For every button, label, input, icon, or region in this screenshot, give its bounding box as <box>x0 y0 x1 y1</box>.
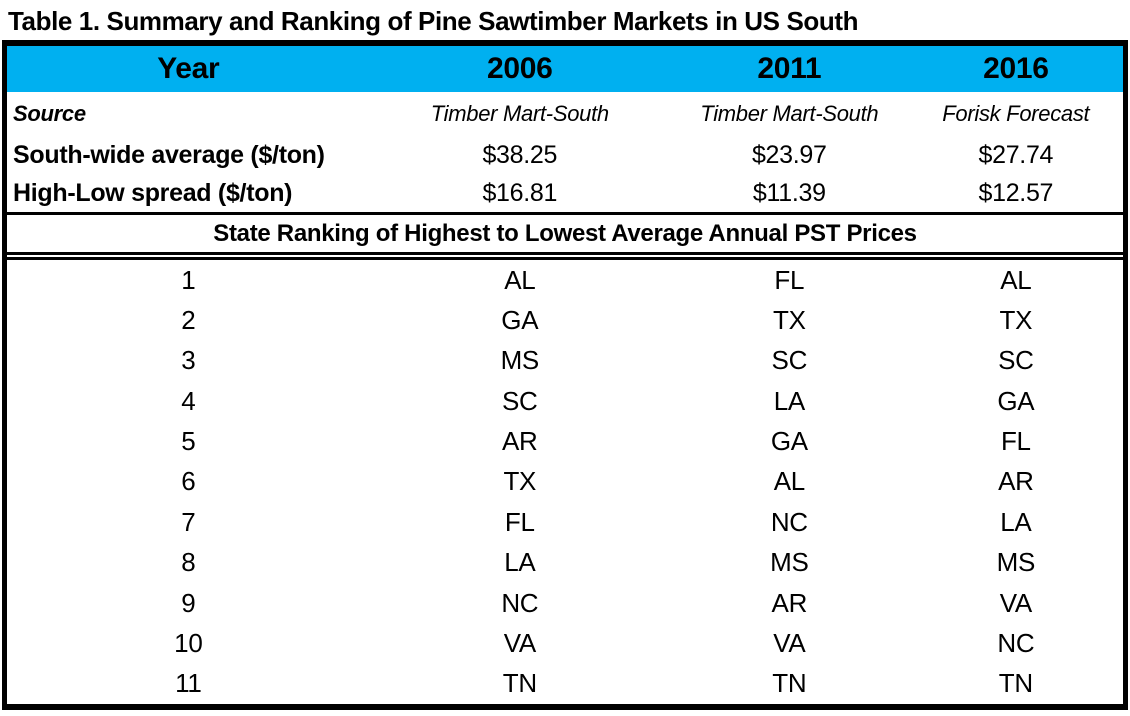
summary-value: Timber Mart-South <box>430 101 609 126</box>
state-code: AR <box>771 587 808 618</box>
state-code: LA <box>1000 506 1032 537</box>
state-code: NC <box>770 506 808 537</box>
state-code: GA <box>501 305 539 336</box>
header-year-label: Year <box>157 52 220 85</box>
summary-value: $11.39 <box>752 178 826 207</box>
summary-row: South-wide average ($/ton) $38.25 $23.97 $2… <box>7 136 1123 174</box>
ranking-row: 5 AR GA FL <box>7 421 1123 461</box>
state-code: MS <box>770 547 809 578</box>
header-year-2016: 2016 <box>983 52 1049 85</box>
ranking-row: 7 FL NC LA <box>7 502 1123 542</box>
state-code: TX <box>503 466 537 497</box>
section-divider-gap <box>7 255 1123 257</box>
summary-value: $12.57 <box>978 178 1054 207</box>
state-code: AR <box>502 426 538 457</box>
state-code: VA <box>999 587 1032 618</box>
state-code: NC <box>501 587 539 618</box>
state-code: TN <box>998 668 1033 699</box>
ranking-banner: State Ranking of Highest to Lowest Avera… <box>7 212 1123 255</box>
summary-value: $16.81 <box>482 178 558 207</box>
summary-row-label: Source <box>13 101 86 126</box>
ranking-row: 3 MS SC SC <box>7 341 1123 381</box>
rank-number: 1 <box>181 264 196 295</box>
state-code: TN <box>772 668 807 699</box>
ranking-section: 1 AL FL AL 2 GA TX TX 3 MS SC SC 4 SC LA GA 5 AR GA FL 6 TX AL… <box>7 257 1123 704</box>
state-code: TX <box>999 305 1033 336</box>
summary-row-label: High-Low spread ($/ton) <box>13 178 293 207</box>
pine-sawtimber-summary-table: Year 2006 2011 2016 Source Timber Mart-So… <box>2 40 1128 710</box>
state-code: GA <box>997 385 1035 416</box>
ranking-row: 11 TN TN TN <box>7 664 1123 704</box>
rank-number: 3 <box>181 345 196 376</box>
state-code: TN <box>502 668 537 699</box>
rank-number: 2 <box>181 305 196 336</box>
state-code: LA <box>773 385 806 416</box>
state-code: SC <box>502 385 538 416</box>
summary-row-label: South-wide average ($/ton) <box>13 140 325 169</box>
ranking-row: 2 GA TX TX <box>7 300 1123 340</box>
state-code: VA <box>503 627 536 658</box>
summary-row: High-Low spread ($/ton) $16.81 $11.39 $12.5… <box>7 174 1123 212</box>
table-header-row: Year 2006 2011 2016 <box>7 46 1123 92</box>
state-code: SC <box>998 345 1034 376</box>
rank-number: 11 <box>175 668 202 699</box>
ranking-row: 6 TX AL AR <box>7 462 1123 502</box>
rank-number: 9 <box>181 587 196 618</box>
state-code: AL <box>504 264 536 295</box>
state-code: AR <box>998 466 1034 497</box>
summary-row: Source Timber Mart-South Timber Mart-South… <box>7 92 1123 136</box>
state-code: AL <box>773 466 806 497</box>
state-code: VA <box>773 627 806 658</box>
summary-value: $27.74 <box>978 140 1054 169</box>
state-code: AL <box>1000 264 1032 295</box>
rank-number: 7 <box>181 506 196 537</box>
header-year-2006: 2006 <box>487 52 553 85</box>
ranking-row: 4 SC LA GA <box>7 381 1123 421</box>
ranking-row: 9 NC AR VA <box>7 583 1123 623</box>
state-code: FL <box>504 506 535 537</box>
state-code: FL <box>1000 426 1031 457</box>
summary-section: Source Timber Mart-South Timber Mart-South… <box>7 92 1123 212</box>
summary-value: Timber Mart-South <box>700 101 879 126</box>
state-code: MS <box>996 547 1036 578</box>
rank-number: 4 <box>181 385 196 416</box>
ranking-row: 1 AL FL AL <box>7 260 1123 300</box>
rank-number: 10 <box>174 627 203 658</box>
state-code: FL <box>774 264 805 295</box>
rank-number: 6 <box>181 466 196 497</box>
state-code: LA <box>504 547 536 578</box>
summary-value: $23.97 <box>751 140 827 169</box>
rank-number: 8 <box>181 547 196 578</box>
state-code: GA <box>770 426 808 457</box>
ranking-row: 8 LA MS MS <box>7 543 1123 583</box>
state-code: TX <box>772 305 806 336</box>
state-code: NC <box>997 627 1035 658</box>
summary-value: $38.25 <box>482 140 558 169</box>
state-code: SC <box>771 345 808 376</box>
ranking-row: 10 VA VA NC <box>7 623 1123 663</box>
summary-value: Forisk Forecast <box>942 101 1090 126</box>
rank-number: 5 <box>181 426 196 457</box>
state-code: MS <box>500 345 540 376</box>
table-title: Table 1. Summary and Ranking of Pine Saw… <box>8 6 859 36</box>
header-year-2011: 2011 <box>757 52 822 85</box>
